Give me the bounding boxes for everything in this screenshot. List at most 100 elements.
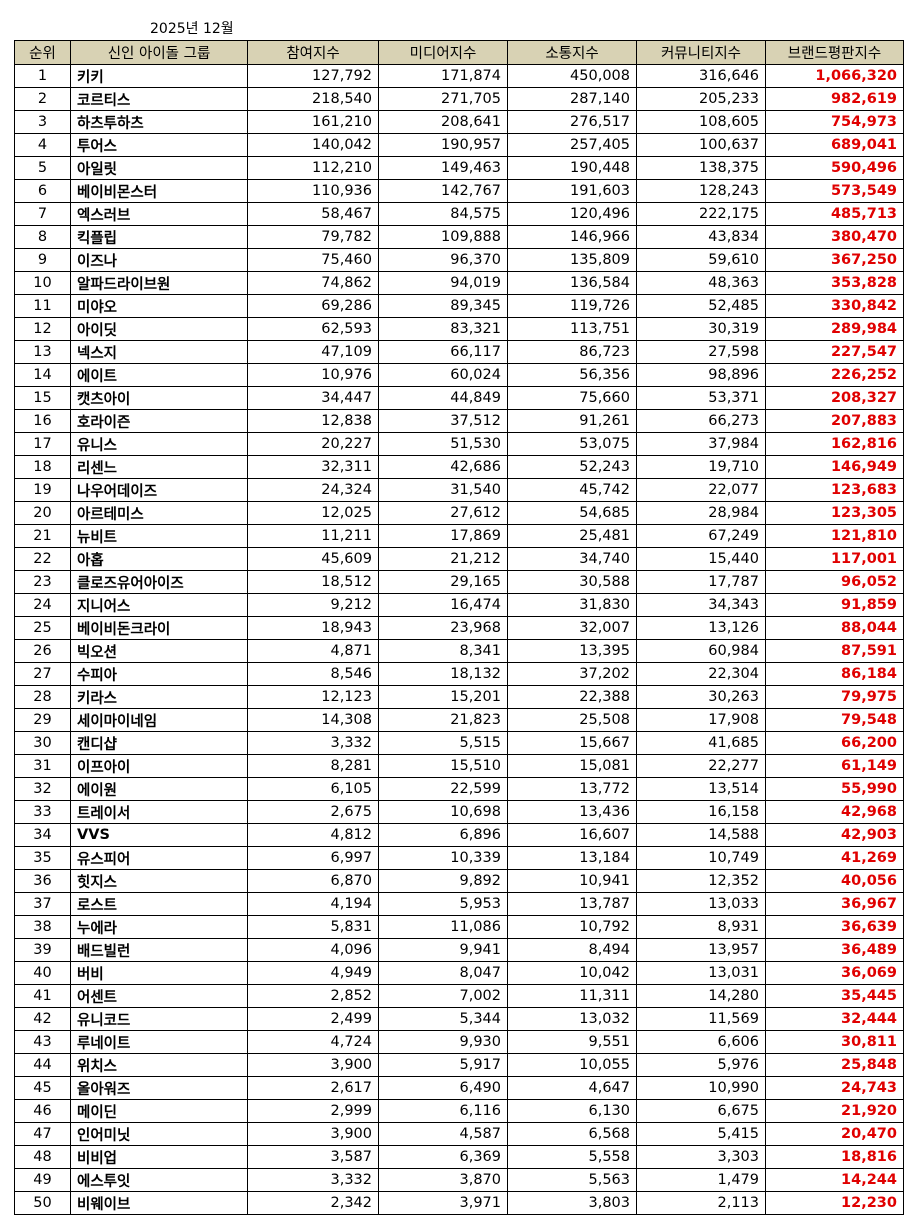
table-row: 24 지니어스 9,212 16,474 31,830 34,343 91,859	[14, 593, 904, 617]
communication-cell: 22,388	[507, 685, 637, 709]
brand-index-cell: 754,973	[765, 110, 904, 134]
participation-cell: 4,871	[247, 639, 379, 663]
community-cell: 1,479	[636, 1168, 766, 1192]
participation-cell: 34,447	[247, 386, 379, 410]
communication-cell: 13,787	[507, 892, 637, 916]
group-name-cell: 유니스	[70, 432, 248, 456]
group-name-cell: 유스피어	[70, 846, 248, 870]
media-cell: 27,612	[378, 501, 508, 525]
media-cell: 29,165	[378, 570, 508, 594]
rank-cell: 29	[14, 708, 71, 732]
table-row: 44 위치스 3,900 5,917 10,055 5,976 25,848	[14, 1053, 904, 1077]
media-cell: 208,641	[378, 110, 508, 134]
group-name-cell: 엑스러브	[70, 202, 248, 226]
participation-cell: 62,593	[247, 317, 379, 341]
table-row: 26 빅오션 4,871 8,341 13,395 60,984 87,591	[14, 639, 904, 663]
media-cell: 8,341	[378, 639, 508, 663]
group-name-cell: 위치스	[70, 1053, 248, 1077]
communication-cell: 276,517	[507, 110, 637, 134]
communication-cell: 32,007	[507, 616, 637, 640]
table-row: 40 버비 4,949 8,047 10,042 13,031 36,069	[14, 961, 904, 985]
rank-cell: 12	[14, 317, 71, 341]
participation-cell: 218,540	[247, 87, 379, 111]
group-name-cell: 알파드라이브원	[70, 271, 248, 295]
communication-cell: 13,772	[507, 777, 637, 801]
community-cell: 22,277	[636, 754, 766, 778]
rank-cell: 20	[14, 501, 71, 525]
rank-cell: 19	[14, 478, 71, 502]
brand-index-cell: 36,639	[765, 915, 904, 939]
communication-cell: 120,496	[507, 202, 637, 226]
community-cell: 10,749	[636, 846, 766, 870]
media-cell: 5,344	[378, 1007, 508, 1031]
participation-cell: 3,587	[247, 1145, 379, 1169]
table-row: 36 힛지스 6,870 9,892 10,941 12,352 40,056	[14, 869, 904, 893]
table-row: 29 세이마이네임 14,308 21,823 25,508 17,908 79,548	[14, 708, 904, 732]
participation-cell: 112,210	[247, 156, 379, 180]
table-row: 3 하츠투하츠 161,210 208,641 276,517 108,605 754,97…	[14, 110, 904, 134]
participation-cell: 9,212	[247, 593, 379, 617]
communication-cell: 10,042	[507, 961, 637, 985]
media-cell: 9,930	[378, 1030, 508, 1054]
participation-cell: 6,105	[247, 777, 379, 801]
media-cell: 22,599	[378, 777, 508, 801]
group-name-cell: 아홉	[70, 547, 248, 571]
table-header: 순위 신인 아이돌 그룹 참여지수 미디어지수 소통지수 커뮤니티지수 브랜드평판지수	[14, 40, 904, 65]
table-row: 21 뉴비트 11,211 17,869 25,481 67,249 121,810	[14, 524, 904, 548]
community-cell: 30,263	[636, 685, 766, 709]
rank-cell: 32	[14, 777, 71, 801]
media-cell: 171,874	[378, 64, 508, 88]
media-cell: 60,024	[378, 363, 508, 387]
participation-cell: 4,812	[247, 823, 379, 847]
community-cell: 14,588	[636, 823, 766, 847]
communication-cell: 15,081	[507, 754, 637, 778]
media-cell: 10,698	[378, 800, 508, 824]
table-row: 12 아이딧 62,593 83,321 113,751 30,319 289,984	[14, 317, 904, 341]
participation-cell: 12,838	[247, 409, 379, 433]
media-cell: 16,474	[378, 593, 508, 617]
participation-cell: 79,782	[247, 225, 379, 249]
rank-cell: 35	[14, 846, 71, 870]
rank-cell: 27	[14, 662, 71, 686]
header-cell: 소통지수	[507, 40, 637, 65]
participation-cell: 3,332	[247, 731, 379, 755]
table-row: 38 누에라 5,831 11,086 10,792 8,931 36,639	[14, 915, 904, 939]
header-cell: 브랜드평판지수	[765, 40, 904, 65]
media-cell: 109,888	[378, 225, 508, 249]
communication-cell: 257,405	[507, 133, 637, 157]
communication-cell: 30,588	[507, 570, 637, 594]
communication-cell: 45,742	[507, 478, 637, 502]
group-name-cell: 올아워즈	[70, 1076, 248, 1100]
community-cell: 13,957	[636, 938, 766, 962]
rank-cell: 11	[14, 294, 71, 318]
table-row: 33 트레이서 2,675 10,698 13,436 16,158 42,968	[14, 800, 904, 824]
table-row: 37 로스트 4,194 5,953 13,787 13,033 36,967	[14, 892, 904, 916]
rank-cell: 45	[14, 1076, 71, 1100]
group-name-cell: 인어미닛	[70, 1122, 248, 1146]
group-name-cell: 세이마이네임	[70, 708, 248, 732]
community-cell: 17,787	[636, 570, 766, 594]
brand-index-cell: 42,968	[765, 800, 904, 824]
rank-cell: 9	[14, 248, 71, 272]
group-name-cell: 리센느	[70, 455, 248, 479]
brand-index-cell: 41,269	[765, 846, 904, 870]
header-cell: 미디어지수	[378, 40, 508, 65]
community-cell: 15,440	[636, 547, 766, 571]
communication-cell: 15,667	[507, 731, 637, 755]
group-name-cell: 배드빌런	[70, 938, 248, 962]
rank-cell: 36	[14, 869, 71, 893]
participation-cell: 2,852	[247, 984, 379, 1008]
participation-cell: 75,460	[247, 248, 379, 272]
brand-index-cell: 353,828	[765, 271, 904, 295]
brand-index-cell: 123,683	[765, 478, 904, 502]
group-name-cell: 에이원	[70, 777, 248, 801]
rank-cell: 26	[14, 639, 71, 663]
rank-cell: 41	[14, 984, 71, 1008]
header-cell: 커뮤니티지수	[636, 40, 766, 65]
brand-index-cell: 21,920	[765, 1099, 904, 1123]
participation-cell: 12,025	[247, 501, 379, 525]
media-cell: 84,575	[378, 202, 508, 226]
rank-cell: 46	[14, 1099, 71, 1123]
brand-index-cell: 20,470	[765, 1122, 904, 1146]
community-cell: 8,931	[636, 915, 766, 939]
